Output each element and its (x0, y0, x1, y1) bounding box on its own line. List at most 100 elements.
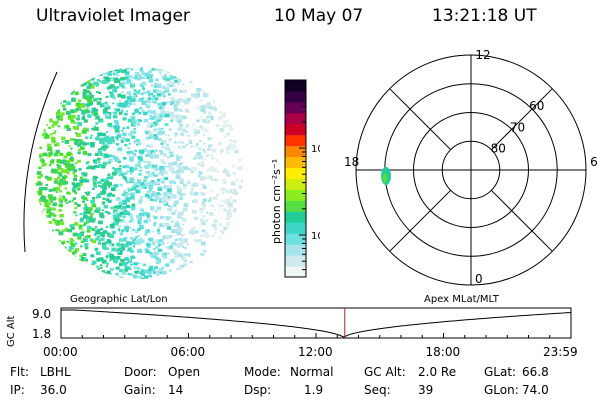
disc-pixel (226, 190, 231, 194)
disc-pixel (79, 219, 84, 223)
disc-pixel (90, 74, 95, 78)
disc-pixel (64, 69, 70, 73)
disc-pixel (51, 102, 55, 106)
disc-pixel (96, 157, 101, 161)
disc-pixel (187, 134, 190, 137)
disc-pixel (224, 278, 227, 279)
disc-pixel (50, 105, 54, 109)
disc-pixel (168, 216, 172, 219)
disc-pixel (146, 144, 150, 147)
disc-pixel (180, 132, 185, 137)
disc-pixel (86, 210, 91, 215)
disc-pixel (144, 165, 150, 169)
disc-pixel (109, 223, 115, 228)
disc-pixel (123, 86, 127, 89)
disc-pixel (201, 128, 205, 131)
colorbar-swatch (285, 178, 306, 190)
disc-pixel (35, 182, 40, 186)
disc-pixel (84, 209, 89, 212)
disc-pixel (120, 173, 124, 176)
disc-pixel (189, 141, 193, 145)
disc-pixel (179, 193, 184, 197)
disc-pixel (181, 264, 185, 268)
disc-pixel (236, 213, 242, 218)
disc-pixel (143, 149, 147, 152)
disc-pixel (60, 167, 64, 170)
disc-pixel (61, 179, 67, 183)
disc-pixel (170, 274, 176, 278)
disc-pixel (143, 179, 147, 182)
disc-pixel (38, 166, 42, 170)
disc-pixel (199, 218, 204, 222)
disc-pixel (208, 111, 212, 115)
disc-pixel (119, 220, 123, 223)
disc-pixel (155, 180, 160, 185)
info-key: Gain: (124, 383, 156, 397)
disc-pixel (139, 150, 145, 155)
disc-pixel (67, 115, 72, 118)
disc-pixel (94, 161, 98, 165)
disc-pixel (119, 268, 123, 272)
disc-pixel (150, 198, 154, 202)
disc-pixel (238, 246, 243, 250)
disc-pixel (39, 245, 44, 249)
disc-pixel (170, 119, 174, 122)
disc-pixel (36, 251, 40, 254)
disc-pixel (210, 86, 215, 89)
disc-pixel (212, 168, 217, 172)
disc-pixel (193, 181, 196, 184)
disc-pixel (40, 267, 44, 271)
disc-pixel (56, 180, 62, 185)
disc-pixel (202, 198, 208, 202)
disc-pixel (37, 238, 42, 242)
image-date: 10 May 07 (274, 6, 364, 26)
disc-pixel (169, 74, 173, 77)
disc-pixel (83, 224, 86, 227)
disc-pixel (59, 195, 62, 198)
disc-pixel (127, 272, 130, 275)
disc-pixel (71, 167, 75, 171)
disc-pixel (195, 267, 199, 270)
disc-pixel (220, 259, 225, 263)
disc-pixel (177, 242, 183, 247)
disc-pixel (168, 205, 171, 207)
disc-pixel (107, 116, 111, 119)
disc-pixel (48, 231, 52, 234)
disc-pixel (91, 197, 96, 200)
disc-pixel (130, 255, 135, 259)
disc-pixel (61, 136, 66, 140)
disc-pixel (55, 262, 59, 265)
disc-pixel (116, 134, 121, 138)
disc-pixel (140, 67, 143, 70)
disc-pixel (94, 152, 99, 156)
disc-pixel (55, 95, 60, 99)
disc-pixel (212, 100, 216, 103)
disc-pixel (194, 155, 200, 159)
disc-pixel (158, 138, 162, 142)
info-key: Mode: (244, 365, 281, 379)
disc-pixel (71, 114, 76, 119)
disc-pixel (91, 107, 97, 112)
disc-pixel (51, 124, 55, 128)
disc-pixel (91, 239, 97, 244)
disc-pixel (63, 250, 68, 254)
disc-pixel (94, 226, 98, 229)
disc-pixel (90, 199, 95, 204)
disc-pixel (73, 72, 78, 76)
disc-pixel (162, 169, 166, 173)
disc-pixel (214, 268, 219, 272)
disc-pixel (94, 233, 97, 236)
disc-pixel (113, 168, 119, 172)
disc-pixel (80, 245, 83, 248)
disc-pixel (157, 227, 160, 230)
disc-pixel (158, 128, 164, 133)
disc-pixel (127, 118, 133, 123)
disc-pixel (108, 85, 113, 89)
disc-pixel (42, 92, 48, 96)
disc-pixel (153, 134, 158, 138)
disc-pixel (48, 221, 53, 224)
disc-pixel (209, 70, 212, 73)
disc-pixel (206, 154, 209, 157)
strip-x-tick-label: 23:59 (543, 345, 578, 359)
disc-pixel (222, 178, 226, 182)
